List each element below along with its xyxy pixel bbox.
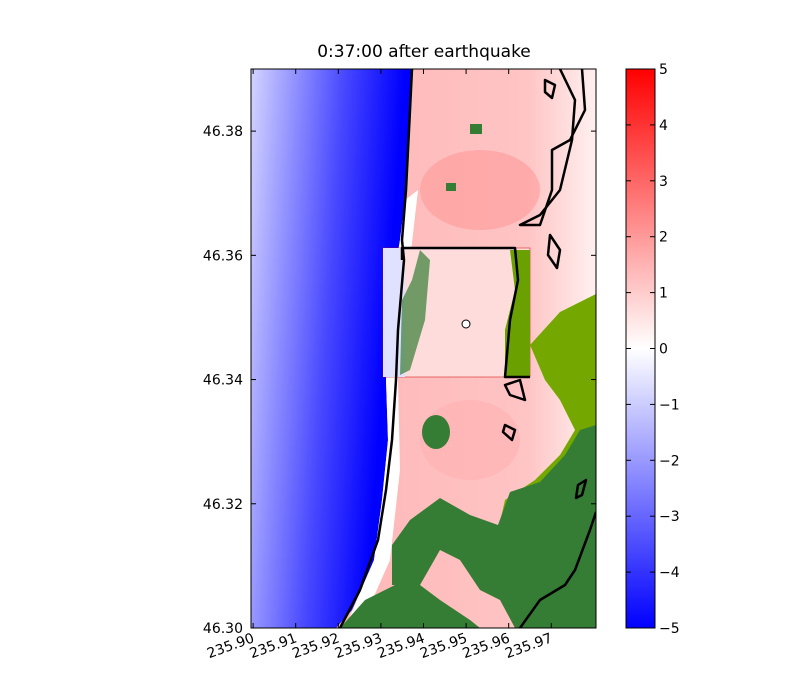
contour-line bbox=[518, 511, 596, 628]
fine-grid-sea bbox=[383, 248, 405, 377]
colorbar-tick-label: −1 bbox=[659, 397, 680, 413]
contour-line bbox=[503, 378, 527, 402]
colorbar-tick-label: 5 bbox=[659, 62, 668, 78]
green-speckle bbox=[446, 183, 456, 191]
colorbar-tick-label: 3 bbox=[659, 174, 668, 190]
colorbar-tick-label: −4 bbox=[659, 565, 680, 581]
gauge-marker bbox=[461, 319, 471, 329]
colorbar-tick-label: 2 bbox=[659, 230, 668, 246]
olive-patch bbox=[505, 250, 530, 377]
dark-green-patch bbox=[392, 425, 596, 628]
y-tick-label: 46.36 bbox=[203, 248, 243, 264]
contour-line bbox=[543, 78, 557, 100]
contour-line bbox=[338, 69, 414, 628]
y-tick-label: 46.34 bbox=[203, 373, 243, 389]
colorbar-tick-label: −3 bbox=[659, 509, 680, 525]
y-tick-label: 46.30 bbox=[203, 621, 243, 637]
colorbar-tick-label: −5 bbox=[659, 621, 680, 637]
green-speckle bbox=[470, 124, 482, 134]
contour-line bbox=[518, 69, 587, 227]
colorbar-tick-label: 4 bbox=[659, 118, 668, 134]
dark-green-patch bbox=[340, 585, 480, 628]
contour-line bbox=[400, 246, 530, 379]
y-tick-label: 46.32 bbox=[203, 497, 243, 513]
field-patch bbox=[420, 150, 540, 230]
y-tick-label: 46.38 bbox=[203, 124, 243, 140]
colorbar-tick-label: 1 bbox=[659, 286, 668, 302]
contour-line bbox=[546, 233, 562, 270]
dark-green-patch bbox=[422, 415, 450, 449]
plot-title: 0:37:00 after earthquake bbox=[317, 42, 531, 62]
contour-line bbox=[574, 478, 588, 500]
sea-field bbox=[251, 69, 412, 628]
green-speckle bbox=[400, 250, 430, 375]
map-field bbox=[251, 69, 596, 628]
colorbar-tick-label: 0 bbox=[659, 342, 668, 358]
contour-line bbox=[501, 423, 517, 442]
colorbar-tick-label: −2 bbox=[659, 453, 680, 469]
x-tick-label: 235.97 bbox=[503, 630, 555, 662]
